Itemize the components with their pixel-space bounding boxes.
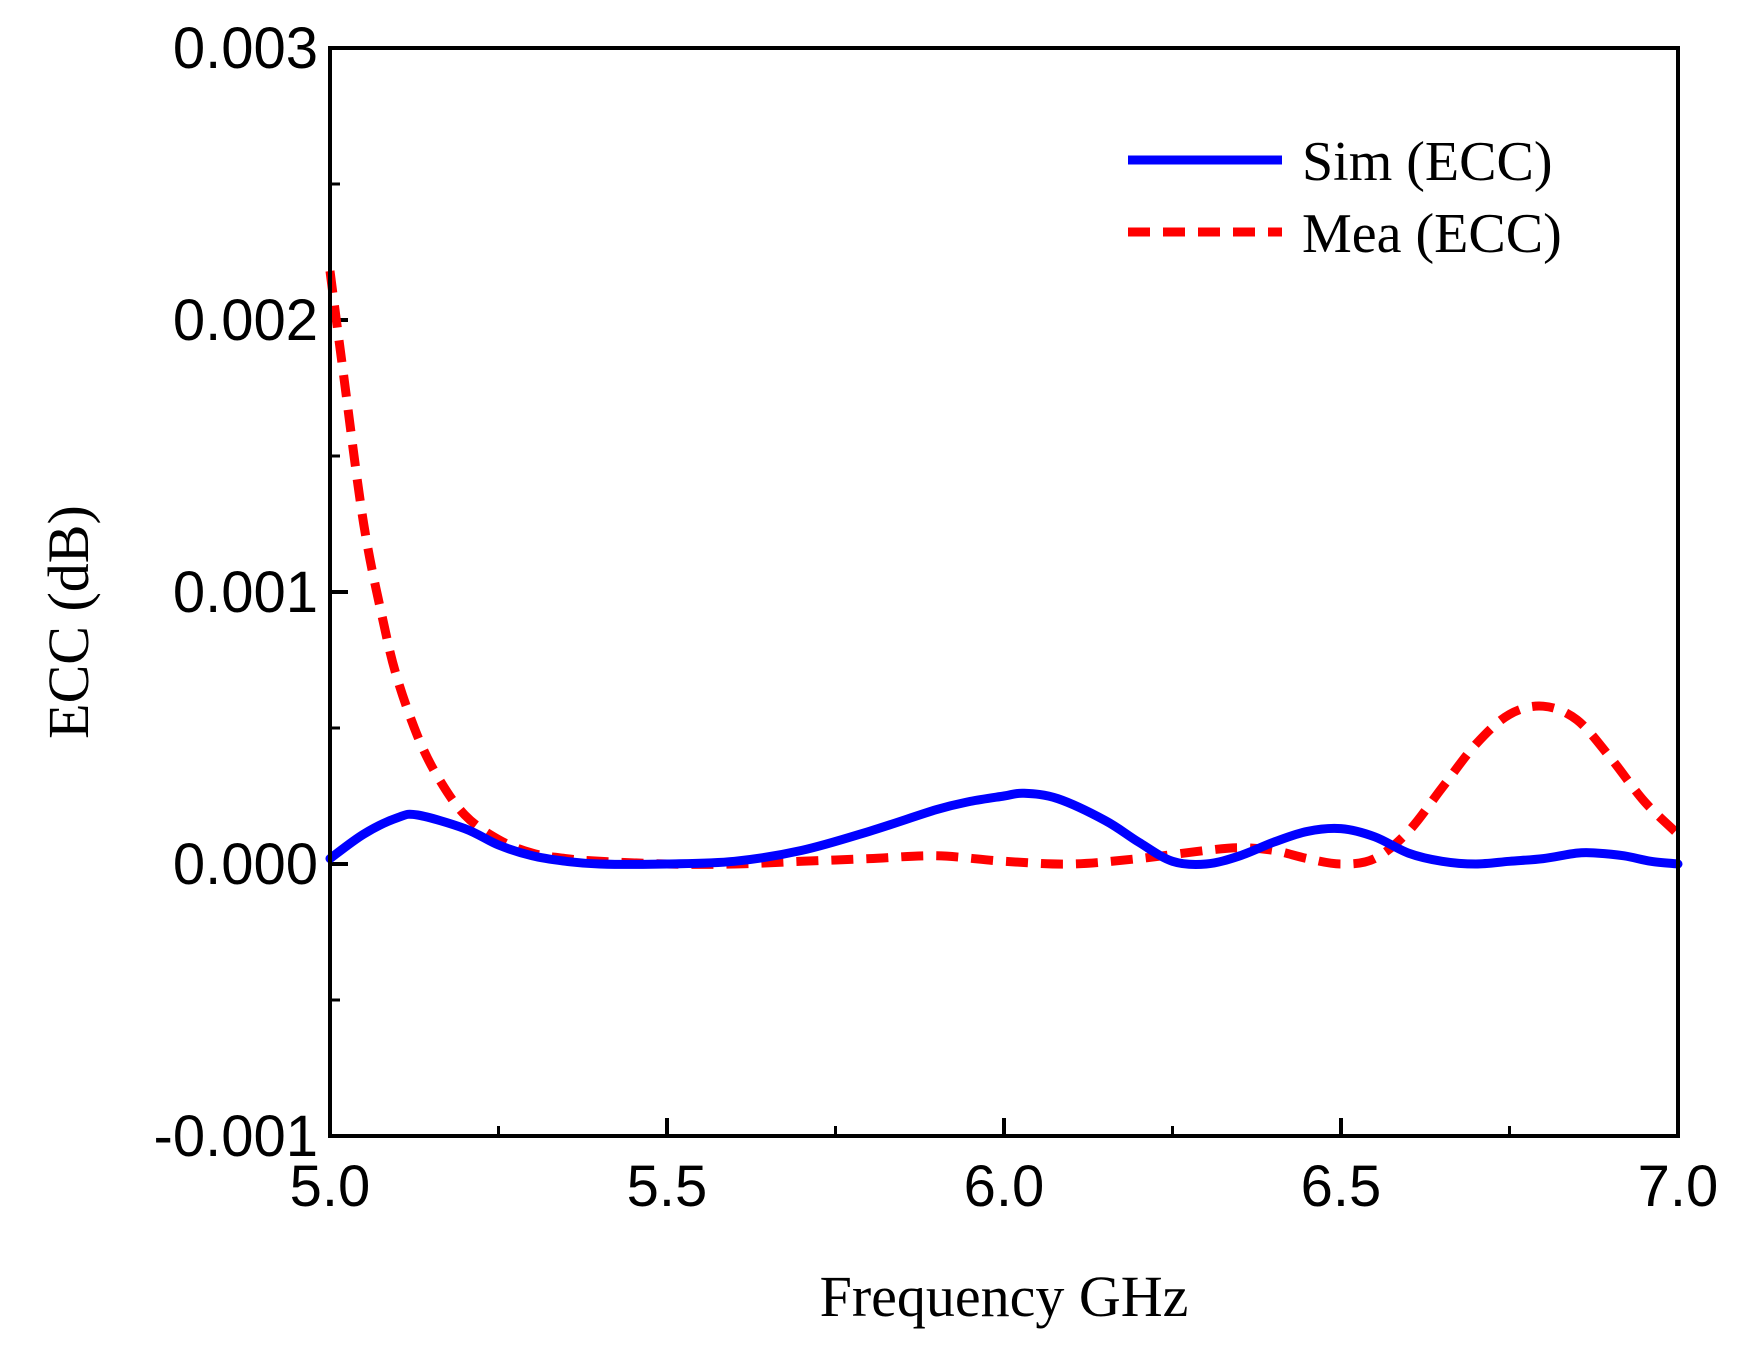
x-tick-label: 6.5	[1301, 1154, 1382, 1219]
legend: Sim (ECC) Mea (ECC)	[1128, 131, 1562, 265]
tick-labels: 5.0 5.5 6.0 6.5 7.0 -0.001 0.000 0.001 0.002 0.00…	[154, 16, 1719, 1219]
series-line-sim	[325, 788, 1683, 869]
x-tick-label: 6.0	[964, 1154, 1045, 1219]
x-tick-label: 5.5	[627, 1154, 708, 1219]
y-tick-label: 0.003	[173, 16, 318, 81]
y-axis-title: ECC (dB)	[36, 505, 101, 739]
y-tick-label: 0.001	[173, 560, 318, 625]
legend-label-mea: Mea (ECC)	[1302, 203, 1562, 265]
x-tick-label: 7.0	[1638, 1154, 1719, 1219]
series-lines	[325, 270, 1683, 869]
series-line-mea	[325, 270, 1682, 869]
legend-label-sim: Sim (ECC)	[1302, 131, 1552, 193]
y-tick-label: -0.001	[154, 1104, 318, 1169]
plot-frame	[328, 46, 1680, 1138]
y-tick-label: 0.000	[173, 832, 318, 897]
x-tick-label: 5.0	[290, 1154, 371, 1219]
x-axis-title: Frequency GHz	[820, 1264, 1189, 1329]
y-tick-label: 0.002	[173, 288, 318, 353]
